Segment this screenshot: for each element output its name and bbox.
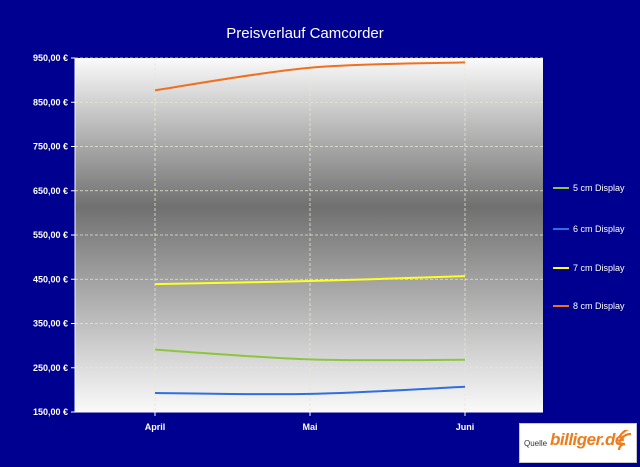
chart-title: Preisverlauf Camcorder xyxy=(226,25,384,42)
source-logo: Quelle billiger.de xyxy=(519,423,637,463)
x-tick-label: Mai xyxy=(302,422,317,432)
series-line-7-cm-display xyxy=(154,275,466,286)
legend-label-6-cm-display: 6 cm Display xyxy=(573,224,625,234)
y-tick-label: 850,00 € xyxy=(33,97,68,107)
signal-waves-icon xyxy=(617,430,632,451)
source-label: Quelle xyxy=(524,439,548,448)
y-tick-label: 950,00 € xyxy=(33,53,68,63)
legend-label-5-cm-display: 5 cm Display xyxy=(573,183,625,193)
y-tick-label: 550,00 € xyxy=(33,230,68,240)
y-tick-label: 250,00 € xyxy=(33,363,68,373)
y-tick-label: 750,00 € xyxy=(33,142,68,152)
y-tick-label: 350,00 € xyxy=(33,319,68,329)
y-tick-label: 450,00 € xyxy=(33,274,68,284)
legend-label-7-cm-display: 7 cm Display xyxy=(573,263,625,273)
series-line-5-cm-display xyxy=(154,348,466,362)
x-axis-ticks: April Mai Juni xyxy=(75,411,543,432)
x-tick-label: Juni xyxy=(456,422,475,432)
legend-label-8-cm-display: 8 cm Display xyxy=(573,301,625,311)
series-line-8-cm-display xyxy=(154,61,466,92)
y-axis-ticks: 150,00 € 250,00 € 350,00 € 450,00 € 550,00 €… xyxy=(33,53,76,417)
y-tick-label: 150,00 € xyxy=(33,407,68,417)
y-tick-label: 650,00 € xyxy=(33,186,68,196)
series-line-6-cm-display xyxy=(154,385,466,396)
series-lines xyxy=(154,61,466,396)
brand-name: billiger.de xyxy=(550,430,624,449)
legend: 5 cm Display 6 cm Display 7 cm Display 8 cm… xyxy=(553,183,625,311)
x-tick-label: April xyxy=(145,422,166,432)
